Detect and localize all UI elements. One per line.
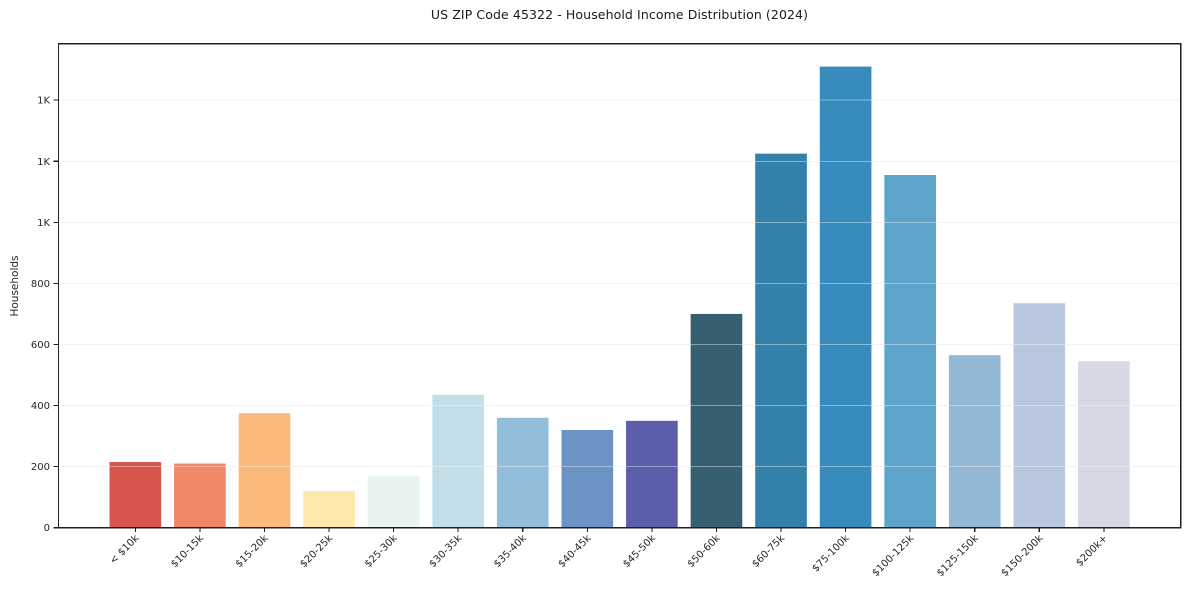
- y-tick-label: 800: [31, 279, 50, 290]
- bar-$100-125k: [884, 175, 936, 528]
- x-tick-label: $25-30k: [363, 533, 400, 570]
- y-tick-label: 600: [31, 340, 50, 351]
- x-tick-label: $100-125k: [870, 533, 916, 579]
- x-tick-label: $10-15k: [169, 533, 206, 570]
- x-tick-label: $45-50k: [621, 533, 658, 570]
- x-tick-label: $200k+: [1074, 533, 1110, 569]
- bar-< $10k: [109, 462, 162, 528]
- y-tick-label: 1K: [37, 218, 50, 229]
- x-tick-label: $60-75k: [750, 533, 787, 570]
- y-tick-label: 0: [44, 523, 50, 534]
- bar-$200k+: [1078, 361, 1130, 528]
- bar-$150-200k: [1013, 303, 1066, 528]
- x-tick-label: $125-150k: [935, 533, 981, 579]
- bar-$20-25k: [303, 491, 355, 528]
- bar-$25-30k: [367, 475, 420, 528]
- y-tick-label: 1K: [37, 157, 50, 168]
- chart-title: US ZIP Code 45322 - Household Income Dis…: [430, 7, 809, 22]
- bar-$60-75k: [755, 153, 807, 528]
- bar-$45-50k: [626, 420, 678, 528]
- x-tick-label: $50-60k: [686, 533, 723, 570]
- bar-$40-45k: [561, 429, 614, 528]
- bar-$125-150k: [948, 355, 1001, 528]
- x-tick-label: $35-40k: [492, 533, 529, 570]
- bar-$15-20k: [238, 413, 291, 528]
- bar-$50-60k: [690, 313, 743, 528]
- x-tick-label: < $10k: [108, 533, 142, 567]
- x-tick-label: $20-25k: [298, 533, 335, 570]
- axes-spines: [57, 43, 1182, 529]
- y-tick-label: 200: [31, 462, 50, 473]
- x-tick-label: $15-20k: [234, 533, 271, 570]
- bar-$30-35k: [432, 394, 485, 528]
- y-tick-label: 1K: [37, 96, 50, 107]
- x-tick-label: $30-35k: [427, 533, 464, 570]
- bar-$10-15k: [174, 463, 226, 528]
- x-tick-label: $75-100k: [810, 533, 852, 575]
- x-tick-label: $40-45k: [557, 533, 594, 570]
- bar-$35-40k: [496, 417, 549, 528]
- bar-$75-100k: [819, 66, 872, 528]
- x-tick-label: $150-200k: [999, 533, 1045, 579]
- y-tick-label: 400: [31, 401, 50, 412]
